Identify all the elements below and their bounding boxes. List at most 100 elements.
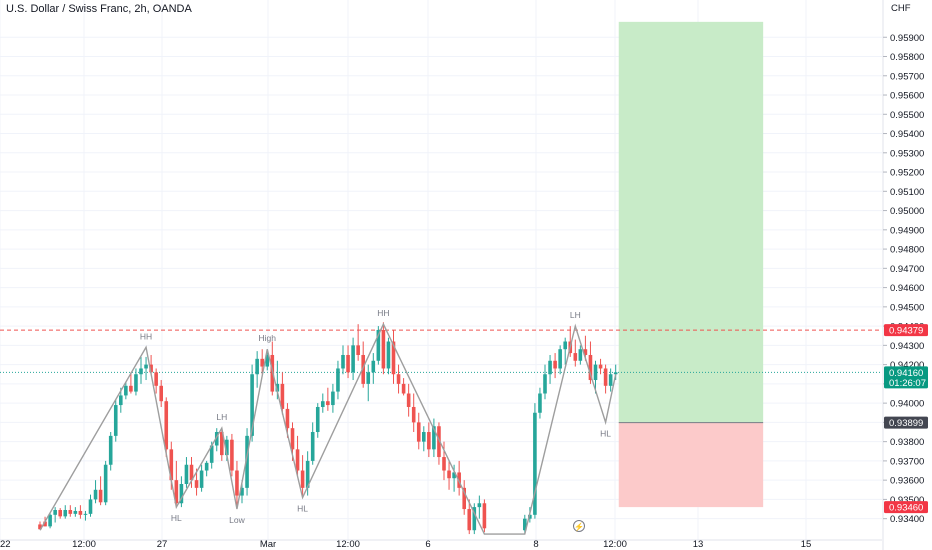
candle-body (533, 412, 537, 515)
price-badge (884, 324, 928, 337)
candle-body (250, 374, 254, 436)
time-axis[interactable]: 22 12:00 27 Mar 12:00 6 8 12:00 13 15 ⚡ (0, 520, 882, 550)
candle-body (48, 514, 52, 527)
candle-body (578, 349, 583, 361)
candle-body (386, 341, 391, 369)
price-tick-label: 0.94200 (890, 360, 924, 371)
candle-body (376, 329, 381, 361)
zigzag-indicator: HH HL LH Low High HL HH LH HL (39, 308, 617, 535)
candle-body (477, 503, 482, 508)
candle-body (558, 349, 562, 369)
candle-body (351, 345, 355, 373)
candle-body (462, 487, 466, 510)
candle-body (432, 426, 436, 450)
zigzag-line (39, 322, 617, 535)
candle-body (260, 358, 264, 367)
event-marker-icon (573, 520, 585, 532)
candle-body (593, 364, 598, 381)
price-axis[interactable]: CHF 0.93400 0.93500 0.93600 0.93700 0.93800 0.… (882, 0, 924, 550)
candle-body (356, 345, 360, 355)
candle-body (346, 354, 350, 373)
candle-body (300, 470, 305, 488)
price-tick-label: 0.93500 (890, 495, 924, 506)
price-tick-label: 0.95500 (890, 110, 924, 121)
price-tick-label: 0.94500 (890, 302, 924, 313)
price-badge-value: 0.94379 (889, 326, 923, 337)
candle-body (608, 374, 613, 386)
symbol-title[interactable]: U.S. Dollar / Swiss Franc, 2h, OANDA (6, 3, 192, 15)
lightning-icon: ⚡ (574, 522, 584, 532)
candle-body (371, 360, 376, 373)
time-tick-label: 22 (0, 539, 11, 550)
swing-label: LH (216, 412, 227, 422)
candle-body (240, 487, 244, 496)
price-tick-label: 0.93400 (890, 514, 924, 525)
countdown-timer: 01:26:07 (889, 378, 926, 389)
candle-body (437, 426, 441, 458)
swing-label: LH (570, 310, 581, 320)
candle-body (326, 401, 330, 406)
candle-body (280, 383, 285, 409)
candle-body (290, 428, 295, 450)
price-tick-label: 0.94300 (890, 341, 924, 352)
candle-body (285, 408, 290, 429)
candle-body (129, 385, 133, 392)
price-tick-label: 0.95700 (890, 71, 924, 82)
candle-body (472, 507, 477, 531)
candle-body (149, 364, 153, 373)
candle-body (467, 509, 472, 531)
candle-body (63, 510, 68, 517)
candle-body (391, 341, 396, 375)
price-tick-label: 0.94700 (890, 264, 924, 275)
candle-body (452, 472, 456, 479)
time-tick-label: 6 (425, 539, 430, 550)
price-tick-label: 0.94600 (890, 283, 924, 294)
long-position-tool[interactable] (618, 21, 764, 508)
candle-body (305, 460, 310, 488)
candle-body (310, 432, 315, 461)
time-tick-label: Mar (260, 539, 276, 550)
candle-body (553, 360, 557, 369)
price-tick-label: 0.94800 (890, 245, 924, 256)
candle-body (83, 513, 88, 515)
candle-body (235, 470, 239, 496)
price-badge (884, 501, 928, 514)
candle-body (73, 510, 78, 514)
candle-body (43, 521, 47, 527)
price-badge-value: 0.94160 (889, 368, 923, 379)
candle-body (603, 368, 608, 386)
candle-body (174, 480, 179, 504)
candle-body (159, 385, 163, 402)
candle-body (124, 385, 128, 396)
swing-label: HH (140, 331, 152, 341)
price-badge-value: 0.93899 (889, 418, 923, 429)
candle-body (598, 364, 603, 369)
candle-body (295, 449, 300, 471)
candle-body (189, 464, 194, 481)
price-tick-label: 0.95400 (890, 129, 924, 140)
candle-body (164, 401, 169, 450)
candle-body (331, 391, 335, 406)
price-tick-label: 0.95000 (890, 206, 924, 217)
candle-body (199, 470, 204, 488)
candle-body (134, 374, 138, 392)
candle-body (139, 368, 143, 375)
swing-label: HL (171, 513, 182, 523)
profit-zone (618, 21, 764, 423)
loss-zone (618, 422, 764, 508)
candle-body (230, 439, 234, 471)
price-badge-value: 0.93460 (889, 503, 923, 514)
candle-body (548, 360, 552, 375)
candle-body (214, 432, 219, 446)
candle-body (108, 435, 113, 465)
time-tick-label: 12:00 (336, 539, 360, 550)
price-tick-label: 0.95900 (890, 33, 924, 44)
candle-body (245, 435, 249, 488)
candlesticks (38, 322, 618, 535)
candle-body (179, 484, 184, 504)
candle-body (447, 470, 451, 479)
candle-body (321, 401, 325, 407)
